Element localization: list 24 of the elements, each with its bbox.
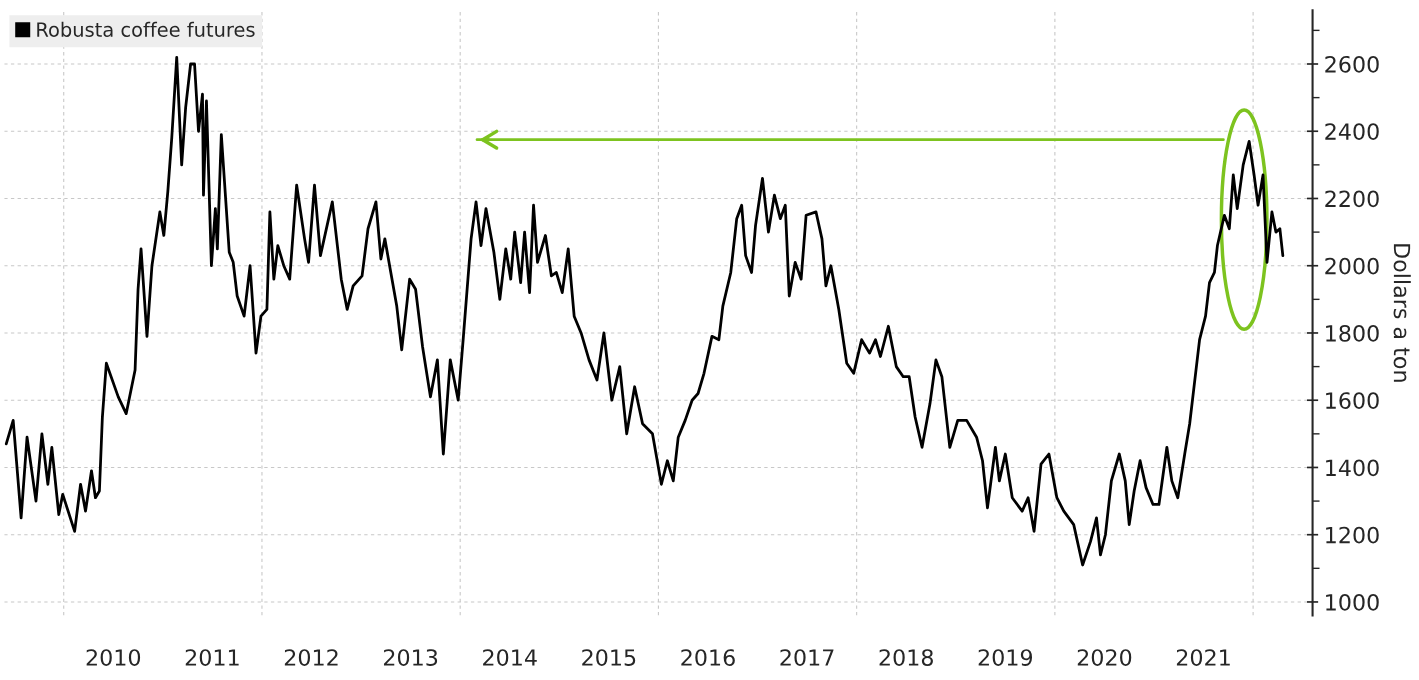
y-tick-label: 1200 <box>1326 526 1379 544</box>
x-tick-label: 2020 <box>1077 649 1132 666</box>
line-series <box>4 55 1285 567</box>
x-tick-label: 2011 <box>185 649 239 666</box>
x-tick-label: 2010 <box>86 649 141 666</box>
y-tick-label: 1600 <box>1326 392 1379 409</box>
y-tick-label: 1400 <box>1326 459 1379 477</box>
x-tick-label: 2015 <box>582 649 636 666</box>
x-tick-label: 2021 <box>1176 649 1230 666</box>
x-tick-label: 2013 <box>383 649 438 666</box>
y-axis-title: Dollars a ton <box>1393 244 1411 382</box>
x-tick-label: 2017 <box>780 649 834 666</box>
y-tick-label: 1000 <box>1326 593 1379 611</box>
x-tick-label: 2014 <box>483 649 537 666</box>
y-tick-label: 2400 <box>1325 123 1379 140</box>
legend-label: Robusta coffee futures <box>37 21 255 37</box>
y-tick-label: 2000 <box>1325 257 1379 275</box>
x-tick-label: 2019 <box>978 649 1033 666</box>
y-tick-label: 2600 <box>1325 55 1379 73</box>
x-tick-label: 2018 <box>879 649 933 666</box>
x-tick-label: 2012 <box>284 649 338 666</box>
x-tick-label: 2016 <box>681 649 735 666</box>
y-tick-label: 2200 <box>1325 190 1379 208</box>
y-tick-label: 1800 <box>1326 324 1379 342</box>
